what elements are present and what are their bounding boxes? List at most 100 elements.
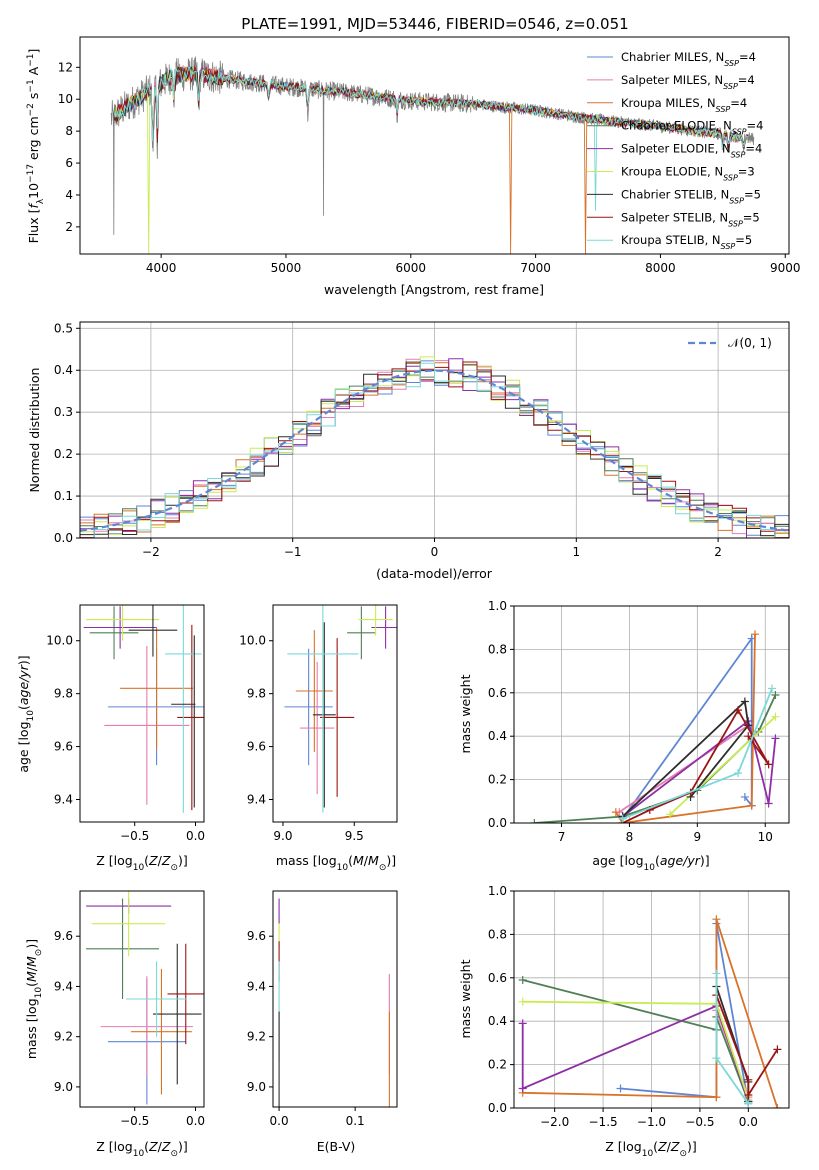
x-tick-label: 1 bbox=[572, 545, 580, 559]
x-axis-label: mass [log10(M/M⊙)] bbox=[276, 853, 396, 873]
weight-marker-se bbox=[771, 734, 780, 743]
y-tick-label: 8 bbox=[65, 124, 73, 138]
x-tick-label: 10 bbox=[758, 830, 773, 844]
residuals-plot-area bbox=[80, 356, 789, 538]
y-tick-label: 9.4 bbox=[54, 979, 73, 993]
x-tick-label: 8 bbox=[626, 830, 634, 844]
weight-marker-se bbox=[518, 1019, 527, 1028]
x-tick-label: 9.5 bbox=[345, 829, 364, 843]
y-tick-label: 0.1 bbox=[54, 489, 73, 503]
x-tick-label: 9000 bbox=[770, 261, 801, 275]
x-tick-label: 7 bbox=[558, 830, 566, 844]
y-tick-label: 2 bbox=[65, 220, 73, 234]
axes-frame bbox=[79, 890, 205, 1108]
y-tick-label: 0.0 bbox=[488, 816, 507, 830]
y-tick-label: 9.6 bbox=[54, 929, 73, 943]
weight-marker-km bbox=[747, 801, 756, 810]
figure-title: PLATE=1991, MJD=53446, FIBERID=0546, z=0… bbox=[241, 15, 628, 33]
y-tick-label: 9.4 bbox=[54, 793, 73, 807]
weight-marker-ss bbox=[744, 1090, 753, 1099]
x-tick-label: 9.0 bbox=[273, 829, 292, 843]
legend-label-cs: Chabrier STELIB, NSSP=5 bbox=[621, 187, 761, 205]
mass_vs_z-axes: −0.5 0.0 9.0 9.2 9.4 9.6 Z [log10(Z/Z⊙)] mass [… bbox=[24, 890, 205, 1159]
y-tick-label: 0.5 bbox=[54, 321, 73, 335]
weight-marker-ke bbox=[518, 997, 527, 1006]
x-axis-label: Z [log10(Z/Z⊙)] bbox=[96, 853, 188, 873]
weight-marker-cm bbox=[740, 792, 749, 801]
normal-reference-curve bbox=[80, 369, 787, 532]
x-tick-label: −1 bbox=[284, 545, 302, 559]
mass_vs_z-plot-area bbox=[86, 891, 204, 1105]
weight-line-cm bbox=[621, 635, 753, 820]
y-tick-label: 0.4 bbox=[54, 363, 73, 377]
weight-marker-ss bbox=[744, 732, 753, 741]
weight-marker-km bbox=[712, 1093, 721, 1102]
y-tick-label: 9.6 bbox=[247, 740, 266, 754]
y-axis-label: Normed distribution bbox=[27, 368, 42, 493]
y-tick-label: 9.8 bbox=[247, 687, 266, 701]
x-tick-label: 9 bbox=[694, 830, 702, 844]
weight-marker-ks bbox=[734, 769, 743, 778]
y-axis-label: mass [log10(M/M⊙)] bbox=[24, 939, 44, 1059]
y-tick-label: 0.0 bbox=[488, 1101, 507, 1115]
weight-marker-ce bbox=[518, 975, 527, 984]
y-tick-label: 0.2 bbox=[488, 773, 507, 787]
x-tick-label: −0.5 bbox=[120, 1114, 149, 1128]
weight-marker-ks bbox=[712, 969, 721, 978]
x-tick-label: 4000 bbox=[146, 261, 177, 275]
axes-frame bbox=[513, 605, 790, 824]
weight_vs_z-axes: −2.0 −1.5 −1.0 −0.5 0.0 0.0 0.2 0.4 0.6 0.8 1.0 Z [… bbox=[458, 884, 790, 1159]
x-axis-label: Z [log10(Z/Z⊙)] bbox=[605, 1139, 697, 1159]
spectrum-plot-area bbox=[110, 56, 755, 254]
weight-marker-ke bbox=[666, 810, 675, 819]
x-tick-label: 0.0 bbox=[186, 1114, 205, 1128]
age_vs_mass-plot-area bbox=[284, 605, 397, 813]
weight_vs_z-plot-area bbox=[518, 915, 782, 1108]
weight-marker-km bbox=[712, 915, 721, 924]
weight-marker-km bbox=[611, 808, 620, 817]
y-tick-label: 10.0 bbox=[46, 634, 73, 648]
weight_vs_age-axes: 7 8 9 10 0.0 0.2 0.4 0.6 0.8 1.0 age [log10(age/yr… bbox=[458, 599, 790, 873]
x-tick-label: −2.0 bbox=[540, 1115, 569, 1129]
y-axis-label: age [log10(age/yr)] bbox=[16, 655, 36, 772]
weight-marker-ks bbox=[768, 684, 777, 693]
x-tick-label: 0.0 bbox=[270, 1114, 289, 1128]
x-tick-label: 5000 bbox=[271, 261, 302, 275]
legend-label-ce: Chabrier ELODIE, NSSP=4 bbox=[621, 119, 763, 137]
legend: Chabrier MILES, NSSP=4 Salpeter MILES, NS… bbox=[587, 50, 763, 251]
x-axis-label: wavelength [Angstrom, rest frame] bbox=[324, 282, 544, 297]
weight-marker-ss bbox=[773, 1045, 782, 1054]
y-tick-label: 10.0 bbox=[239, 634, 266, 648]
weight-marker-ce bbox=[771, 690, 780, 699]
histogram-ks bbox=[80, 362, 789, 538]
y-tick-label: 9.2 bbox=[247, 1030, 266, 1044]
y-axis-label: Flux [fλ10−17 erg cm−2 s−1 A−1] bbox=[26, 49, 46, 244]
mass_vs_ebv-plot-area bbox=[278, 898, 390, 1107]
y-tick-label: 1.0 bbox=[488, 884, 507, 898]
age_vs_z-axes: −0.5 0.0 9.4 9.6 9.8 10.0 Z [log10(Z/Z⊙)] age [… bbox=[16, 604, 205, 873]
y-tick-label: 0.8 bbox=[488, 927, 507, 941]
y-tick-label: 0.8 bbox=[488, 642, 507, 656]
y-tick-label: 0.2 bbox=[54, 447, 73, 461]
x-tick-label: 0.0 bbox=[739, 1115, 758, 1129]
weight-marker-cs bbox=[740, 697, 749, 706]
x-tick-label: −0.5 bbox=[685, 1115, 714, 1129]
x-tick-label: 0 bbox=[431, 545, 439, 559]
mass_vs_ebv-axes: 0.0 0.1 9.0 9.2 9.4 9.6 E(B-V) bbox=[247, 890, 398, 1154]
weight-line-ke bbox=[669, 716, 777, 815]
y-tick-label: 0.3 bbox=[54, 405, 73, 419]
weight-line-sm bbox=[618, 724, 749, 813]
x-tick-label: −1.5 bbox=[589, 1115, 618, 1129]
weight-line-se bbox=[622, 719, 777, 818]
legend-label-sm: Salpeter MILES, NSSP=4 bbox=[621, 73, 755, 91]
x-axis-label: E(B-V) bbox=[317, 1139, 356, 1154]
weight-marker-ke bbox=[771, 712, 780, 721]
legend-label-cm: Chabrier MILES, NSSP=4 bbox=[621, 50, 756, 68]
legend-label-ks: Kroupa STELIB, NSSP=5 bbox=[621, 233, 752, 251]
axes-frame bbox=[79, 36, 790, 255]
y-axis-label: mass weight bbox=[458, 674, 473, 753]
legend-label-se: Salpeter ELODIE, NSSP=4 bbox=[621, 142, 762, 160]
x-tick-label: −0.5 bbox=[120, 829, 149, 843]
x-tick-label: 8000 bbox=[645, 261, 676, 275]
